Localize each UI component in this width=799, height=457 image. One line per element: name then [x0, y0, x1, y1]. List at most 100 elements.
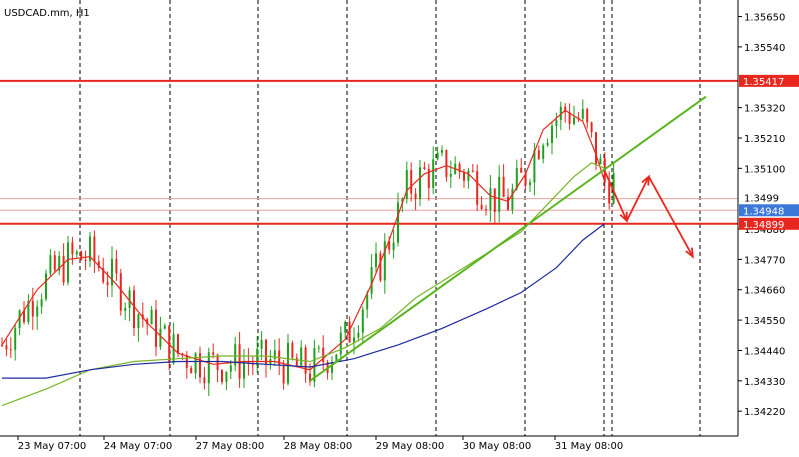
- candle-body: [555, 119, 558, 126]
- candle-body: [449, 173, 452, 177]
- y-tick-label: 1.35210: [744, 134, 785, 145]
- candle-body: [427, 168, 430, 189]
- candle-body: [573, 117, 575, 124]
- candle-body: [207, 352, 210, 384]
- candle-body: [445, 150, 448, 177]
- candle-body: [480, 204, 483, 210]
- candle-body: [463, 172, 465, 181]
- candle-body: [493, 188, 496, 212]
- candle-body: [537, 150, 540, 159]
- candle-body: [58, 256, 61, 271]
- candle-body: [40, 299, 43, 307]
- candle-body: [97, 261, 100, 269]
- candle-body: [313, 347, 316, 382]
- y-tick-label: 1.34440: [744, 346, 785, 357]
- candle-body: [414, 193, 417, 199]
- candle-body: [458, 163, 461, 173]
- candle-body: [507, 196, 509, 210]
- candle-body: [331, 361, 333, 373]
- candle-body: [581, 109, 584, 119]
- moving-average-line: [1, 109, 606, 371]
- candle-body: [45, 273, 47, 300]
- vertical-gridlines: [79, 0, 701, 436]
- candle-body: [370, 267, 373, 294]
- candle-body: [203, 377, 206, 384]
- candle-body: [291, 342, 294, 358]
- y-tick-label: 1.34220: [744, 407, 785, 418]
- candle-body: [1, 344, 3, 346]
- drawn-lines: [309, 95, 707, 382]
- candle-body: [322, 347, 325, 363]
- candle-body: [93, 236, 96, 262]
- candle-body: [190, 367, 193, 374]
- candle-body: [23, 310, 25, 323]
- candle-body: [533, 150, 536, 183]
- candle-body: [432, 159, 435, 189]
- candle-body: [71, 242, 74, 255]
- candle-body: [27, 300, 30, 323]
- candle-body: [375, 253, 377, 268]
- candle-body: [379, 253, 382, 281]
- candle-body: [476, 171, 479, 205]
- candle-body: [498, 176, 501, 212]
- trendline: [309, 95, 707, 382]
- candle-body: [260, 339, 263, 349]
- candle-body: [612, 173, 615, 204]
- candle-body: [568, 111, 571, 124]
- candle-body: [89, 236, 91, 262]
- candle-body: [410, 170, 413, 194]
- candle-body: [441, 150, 443, 153]
- y-tick-label: 1.35100: [744, 164, 785, 175]
- projection-segment: [648, 176, 694, 258]
- candle-body: [75, 251, 78, 255]
- candle-body: [502, 176, 505, 197]
- candle-body: [18, 310, 21, 329]
- candle-body: [146, 319, 149, 325]
- candle-body: [243, 361, 245, 379]
- candle-body: [559, 106, 562, 120]
- candle-body: [300, 347, 303, 366]
- price-tag-label: 1.34948: [743, 206, 784, 217]
- candle-body: [221, 370, 223, 382]
- candle-body: [295, 357, 298, 366]
- candle-body: [467, 170, 470, 181]
- candle-body: [14, 328, 17, 350]
- candle-body: [282, 365, 285, 384]
- x-tick-label: 24 May 07:00: [104, 441, 173, 452]
- price-tag: [739, 204, 799, 217]
- projection-segment: [625, 176, 650, 222]
- candle-body: [287, 342, 289, 384]
- x-axis-labels: 23 May 07:00 24 May 07:00 27 May 08:00 28 M…: [17, 436, 623, 452]
- y-tick-label: 1.34660: [744, 286, 785, 297]
- candle-body: [9, 349, 12, 351]
- candle-body: [53, 255, 56, 271]
- candle-body: [309, 373, 311, 382]
- axes: [0, 0, 739, 437]
- x-tick-label: 29 May 08:00: [376, 441, 445, 452]
- candle-body: [137, 314, 140, 329]
- candle-body: [36, 306, 39, 317]
- moving-averages: [1, 109, 606, 407]
- projection-segment: [603, 170, 628, 222]
- candle-body: [62, 256, 65, 283]
- candle-body: [273, 350, 276, 360]
- candle-body: [564, 106, 567, 112]
- candle-body: [247, 361, 250, 364]
- candle-body: [256, 348, 259, 366]
- candle-body: [111, 258, 113, 286]
- price-tag: [739, 74, 799, 87]
- candle-body: [361, 309, 364, 333]
- price-tag: [739, 217, 799, 230]
- y-tick-label: 1.34770: [744, 255, 785, 266]
- candle-body: [155, 309, 157, 347]
- y-axis-labels: 1.35650 1.35540 1.35320 1.35210 1.35100 1.348…: [738, 13, 785, 418]
- candle-body: [520, 167, 523, 173]
- candle-body: [102, 268, 105, 283]
- candle-body: [419, 167, 421, 199]
- candle-body: [115, 258, 118, 274]
- candle-body: [124, 307, 127, 311]
- candle-body: [159, 328, 162, 347]
- candle-body: [335, 354, 338, 362]
- candle-body: [229, 365, 232, 372]
